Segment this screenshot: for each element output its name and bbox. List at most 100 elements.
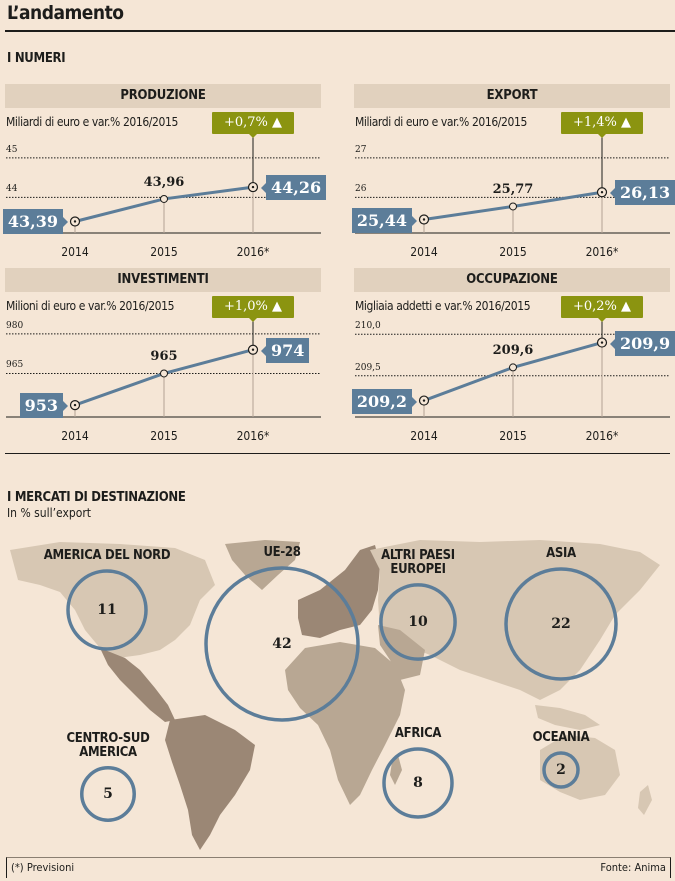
x-tick-label: 2016* — [585, 429, 619, 443]
change-badge: +0,2% ▲ — [561, 296, 643, 322]
region-label: AMERICA DEL NORD — [44, 549, 171, 563]
bubble-america-del-nord — [66, 569, 148, 651]
chart-title: PRODUZIONE — [5, 84, 321, 108]
data-point-center — [73, 220, 77, 223]
region-label-line: AMERICA — [79, 744, 137, 760]
source-note: Fonte: Anima — [600, 861, 666, 874]
land-indonesia — [535, 705, 600, 730]
data-point — [509, 363, 517, 372]
data-point-center — [251, 348, 255, 351]
region-label: UE-28 — [263, 546, 300, 560]
value-label-2014: 953 — [19, 393, 69, 419]
x-tick-label: 2015 — [499, 429, 527, 443]
value-label-2014: 209,2 — [351, 388, 418, 414]
region-label: AFRICA — [394, 726, 442, 741]
x-tick-label: 2015 — [150, 429, 178, 443]
value-label-2016: 209,9 — [609, 330, 675, 356]
chart-panel-export: EXPORT Miliardi di euro e var.% 2016/2015… — [351, 84, 675, 264]
x-tick-label: 2014 — [410, 245, 438, 259]
footer: (*) Previsioni Fonte: Anima — [6, 857, 671, 878]
line-chart — [355, 132, 670, 234]
region-label-line: EUROPEI — [390, 561, 446, 577]
land-new-zealand — [638, 785, 652, 815]
chart-panel-investimenti: INVESTIMENTI Milioni di euro e var.% 2016… — [5, 268, 323, 448]
y-tick-label: 26 — [355, 184, 367, 195]
section-title-numbers: I NUMERI — [7, 51, 66, 66]
value-label-2014: 43,39 — [2, 209, 69, 235]
chart-title: INVESTIMENTI — [5, 268, 321, 292]
land-australia — [540, 735, 620, 800]
region-label-line: ALTRI PAESI — [381, 547, 455, 563]
title-divider — [5, 30, 675, 32]
bubble-asia — [504, 567, 618, 681]
line-chart — [6, 316, 321, 418]
bubble-centro-sud-america — [80, 766, 136, 822]
region-label-line: CENTRO-SUD — [66, 730, 150, 746]
region-label-line: OCEANIA — [532, 730, 590, 745]
change-badge: +1,0% ▲ — [212, 296, 294, 322]
chart-title: EXPORT — [354, 84, 670, 108]
bubble-ue-28 — [204, 566, 360, 722]
bubble-value: 2 — [556, 762, 566, 778]
region-label-line: UE-28 — [263, 545, 301, 560]
x-tick-label: 2016* — [236, 429, 270, 443]
data-point — [509, 202, 517, 211]
land-africa — [285, 642, 405, 805]
chart-panel-occupazione: OCCUPAZIONE Migliaia addetti e var.% 2016… — [351, 268, 675, 448]
value-label-2016: 44,26 — [260, 175, 327, 201]
y-tick-label: 980 — [6, 320, 24, 331]
bubble-oceania — [542, 751, 580, 789]
chart-subtitle: Miliardi di euro e var.% 2016/2015 — [355, 115, 527, 129]
data-point-center — [422, 399, 426, 402]
footnote: (*) Previsioni — [11, 861, 75, 874]
world-map — [10, 540, 660, 850]
x-tick-label: 2014 — [410, 429, 438, 443]
land-middle-east — [378, 625, 425, 680]
y-tick-label: 210,0 — [355, 321, 381, 332]
chart-title: OCCUPAZIONE — [354, 268, 670, 292]
data-point-center — [600, 191, 604, 194]
data-point-center — [600, 341, 604, 344]
data-point — [160, 194, 168, 203]
region-label-line: AMERICA DEL NORD — [43, 548, 171, 563]
land-central-america — [100, 648, 175, 722]
y-tick-label: 45 — [6, 144, 18, 155]
section-divider — [5, 453, 670, 454]
data-point-center — [251, 185, 255, 189]
page-title: L’andamento — [7, 2, 124, 24]
value-label-2015: 209,6 — [492, 343, 534, 359]
bubble-value: 42 — [272, 636, 292, 652]
value-label-2015: 965 — [150, 349, 178, 365]
value-label-2014: 25,44 — [351, 207, 418, 233]
land-greenland — [225, 540, 300, 590]
chart-subtitle: Miliardi di euro e var.% 2016/2015 — [6, 115, 178, 129]
data-point-center — [73, 403, 77, 407]
region-label: CENTRO-SUD AMERICA — [66, 730, 150, 760]
bubble-value: 8 — [413, 775, 423, 791]
region-label: OCEANIA — [533, 731, 590, 745]
x-tick-label: 2016* — [585, 245, 619, 259]
x-tick-label: 2015 — [499, 245, 527, 259]
value-label-2016: 974 — [260, 337, 310, 363]
bubble-value: 11 — [97, 602, 117, 618]
region-label-line: ASIA — [546, 545, 576, 561]
value-label-2015: 25,77 — [492, 182, 534, 198]
land-asia — [370, 540, 660, 700]
value-label-2016: 26,13 — [609, 180, 675, 206]
section-title-markets: I MERCATI DI DESTINAZIONE — [7, 490, 186, 505]
change-badge: +0,7% ▲ — [212, 112, 294, 138]
region-label: ALTRI PAESI EUROPEI — [381, 547, 455, 577]
land-north-america — [10, 542, 215, 658]
region-label-line: AFRICA — [394, 726, 442, 741]
bubble-africa — [382, 747, 454, 819]
y-tick-label: 209,5 — [355, 362, 381, 373]
y-tick-label: 27 — [355, 144, 367, 155]
section-subtitle-markets: In % sull’export — [7, 506, 91, 520]
y-tick-label: 965 — [6, 360, 24, 371]
x-tick-label: 2015 — [150, 245, 178, 259]
land-south-america — [165, 715, 255, 850]
data-point-center — [422, 218, 426, 221]
bubble-altri-paesi-europei — [379, 583, 457, 661]
bubble-value: 5 — [103, 786, 113, 802]
y-tick-label: 44 — [6, 184, 18, 195]
